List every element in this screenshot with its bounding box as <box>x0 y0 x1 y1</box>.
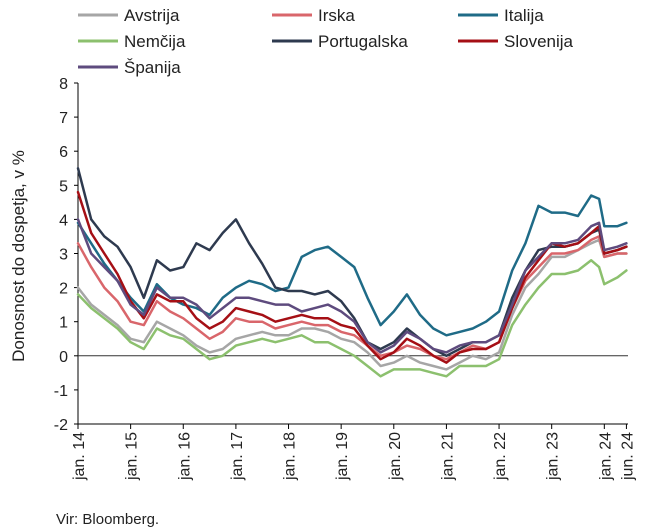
legend-label: Avstrija <box>124 6 180 25</box>
y-tick-label: 7 <box>59 110 68 127</box>
series-line-slovenija <box>76 190 628 364</box>
series-line-španija <box>76 218 628 354</box>
y-tick-label: 5 <box>59 178 68 195</box>
x-tick-label: jun. 24 <box>619 432 636 481</box>
legend-label: Irska <box>318 6 355 25</box>
y-tick-label: -1 <box>54 383 68 400</box>
y-tick-label: 4 <box>59 212 68 229</box>
y-axis: -2 -1 0 1 2 3 4 5 6 7 8 <box>54 76 79 434</box>
series-lines <box>76 167 628 378</box>
x-tick-label: jan. 19 <box>334 432 351 481</box>
legend-label: Italija <box>504 6 544 25</box>
legend-label: Španija <box>124 58 181 77</box>
y-tick-label: 0 <box>59 349 68 366</box>
source-note: Vir: Bloomberg. <box>56 511 159 528</box>
series-line-irska <box>76 235 628 361</box>
x-tick-label: jan. 15 <box>124 432 141 481</box>
x-tick-label: jan. 16 <box>176 432 193 481</box>
chart-legend: Avstrija Irska Italija Nemčija Portugalska Sl… <box>78 6 574 77</box>
x-tick-label: jan. 21 <box>439 432 456 481</box>
y-tick-label: 6 <box>59 144 68 161</box>
y-tick-label: 2 <box>59 281 68 298</box>
legend-label: Slovenija <box>504 32 574 51</box>
x-tick-label: jan. 20 <box>387 432 404 481</box>
x-tick-label: jan. 17 <box>229 432 246 481</box>
x-axis: jan. 14 jan. 15 jan. 16 jan. 17 jan. 18 jan. … <box>71 355 636 481</box>
series-line-nemčija <box>76 259 628 378</box>
y-tick-label: 8 <box>59 76 68 93</box>
y-tick-label: -2 <box>54 417 68 434</box>
series-line-avstrija <box>76 238 628 371</box>
y-tick-label: 3 <box>59 247 68 264</box>
y-tick-label: 1 <box>59 315 68 332</box>
x-tick-label: jan. 22 <box>492 432 509 481</box>
y-axis-title: Donosnost do dospetja, v % <box>9 150 28 362</box>
x-tick-label: jan. 23 <box>545 432 562 481</box>
x-tick-label: jan. 18 <box>282 432 299 481</box>
x-tick-label: jan. 24 <box>597 432 614 481</box>
x-tick-label: jan. 14 <box>71 432 88 481</box>
legend-label: Nemčija <box>124 32 186 51</box>
legend-label: Portugalska <box>318 32 408 51</box>
